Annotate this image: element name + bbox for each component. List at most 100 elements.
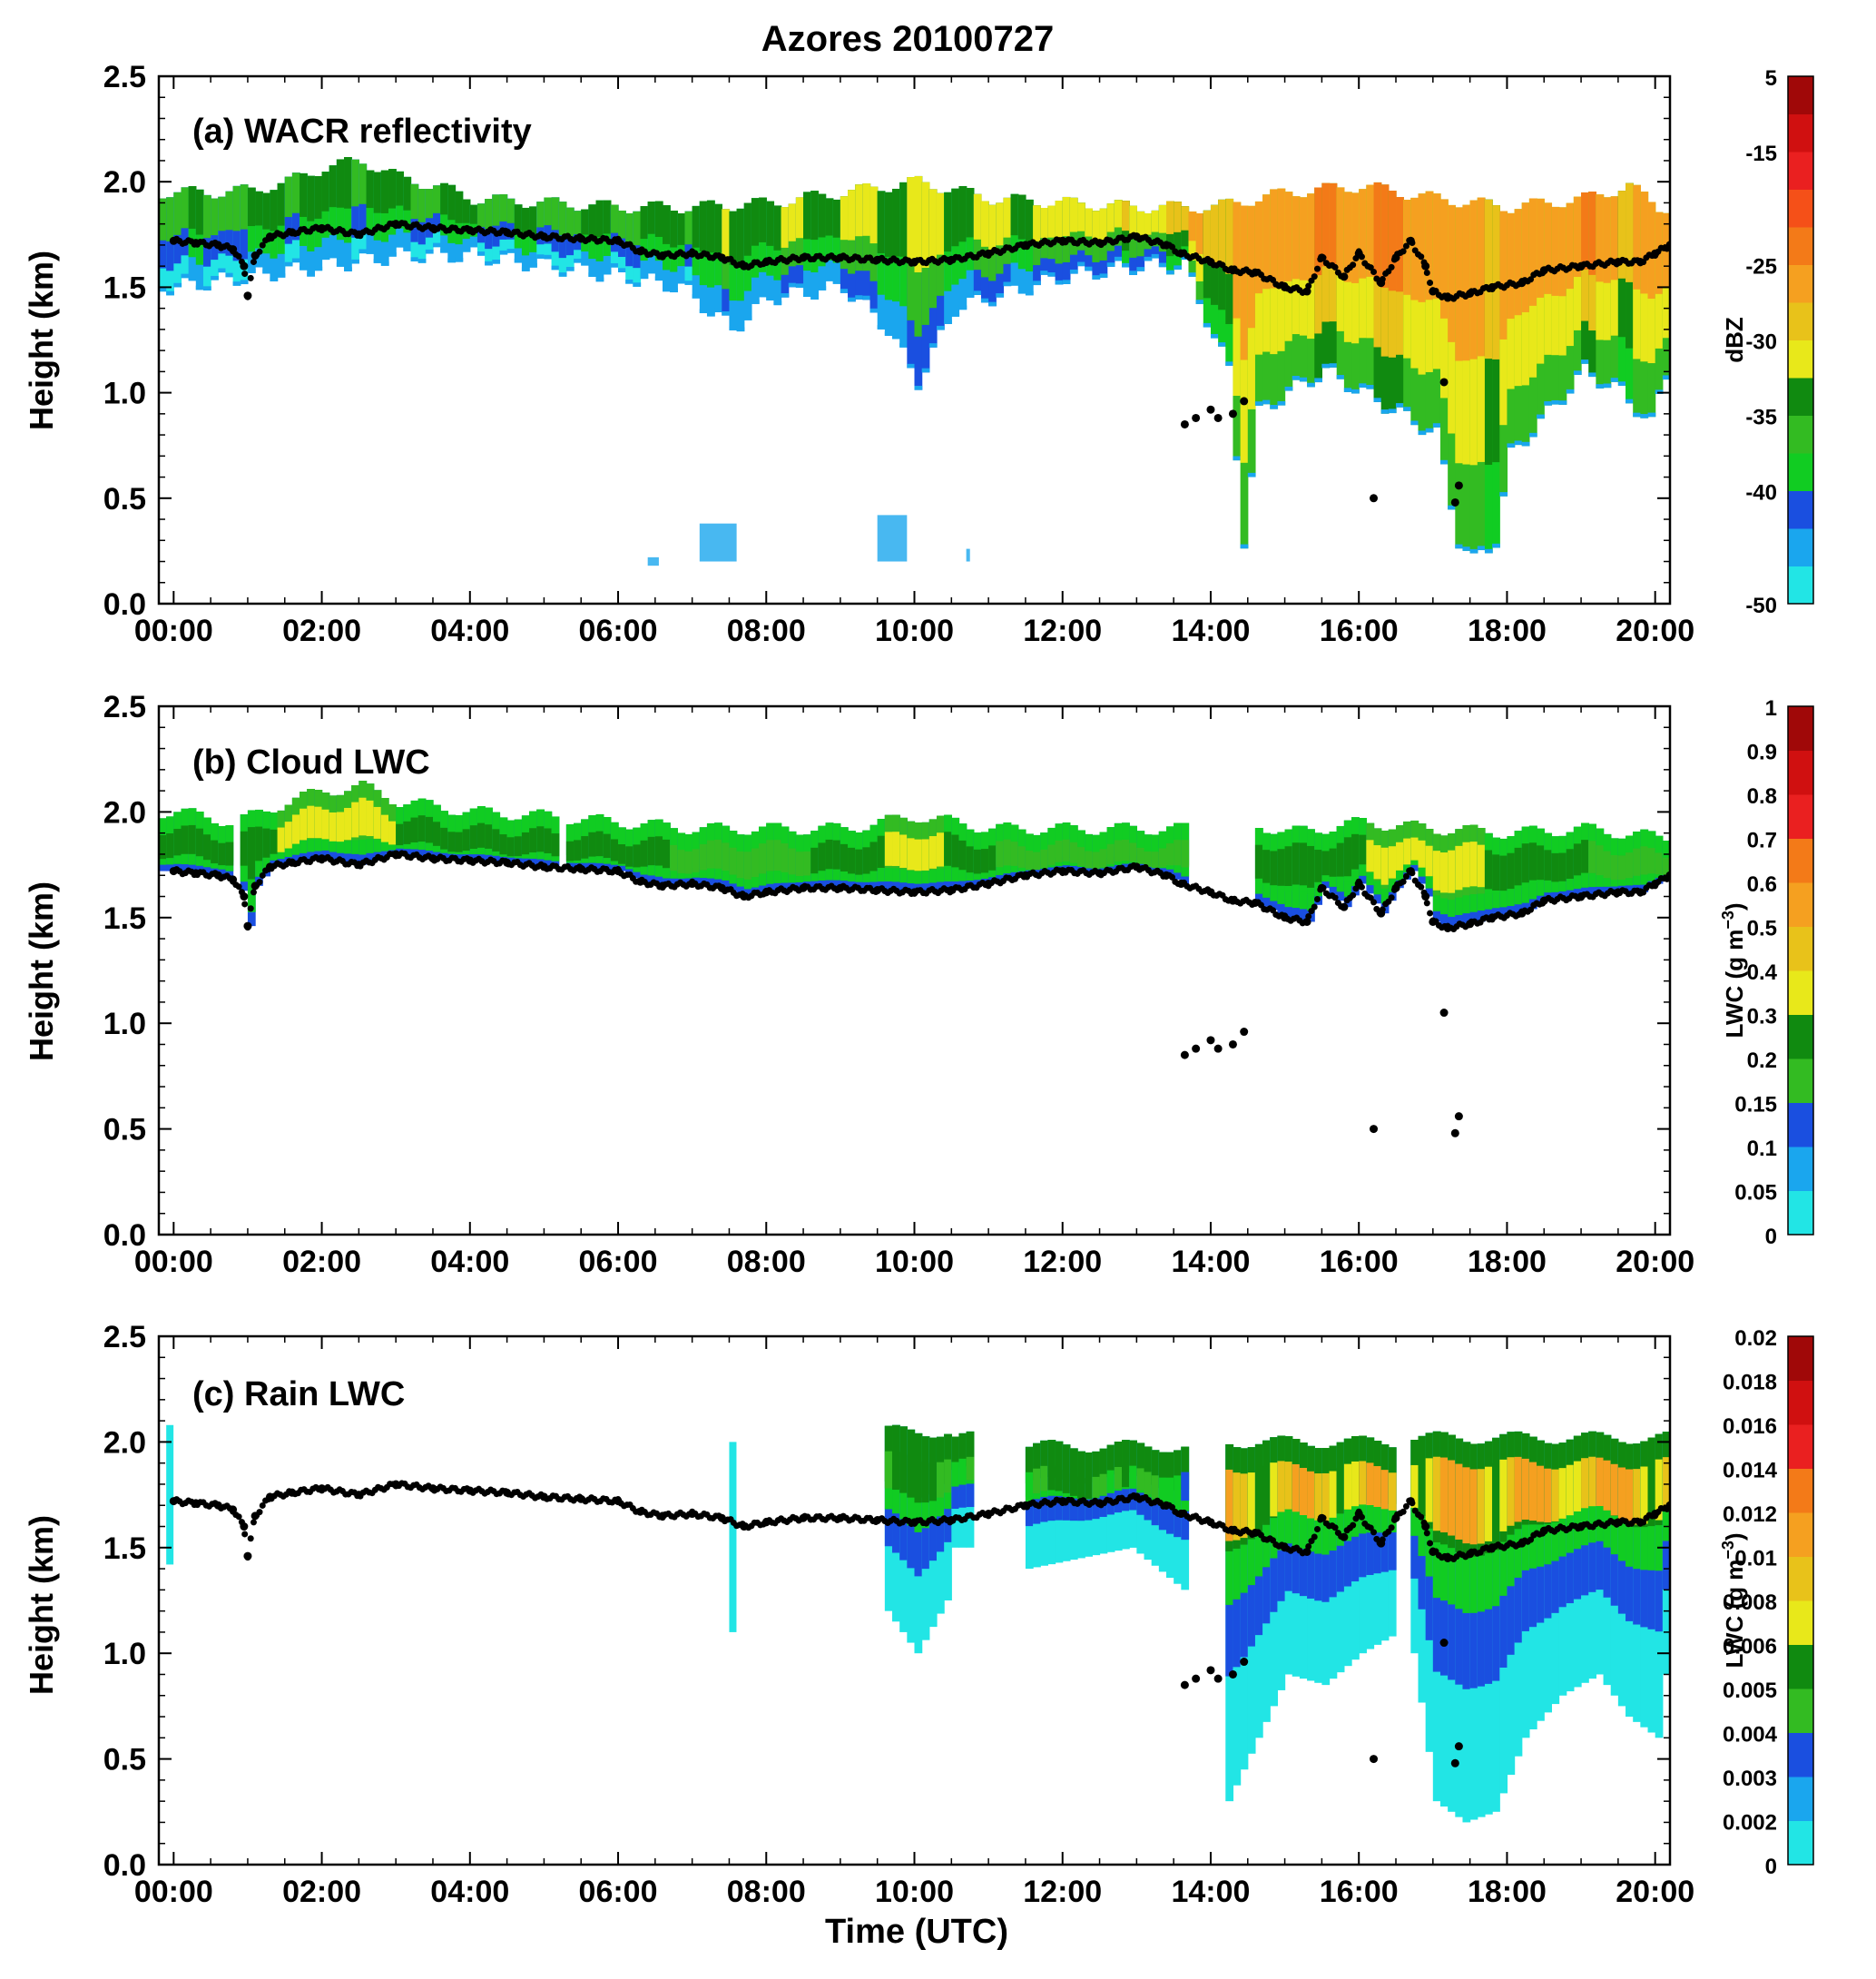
colorbar-level [1788, 1820, 1813, 1866]
reflectivity-column [736, 208, 745, 264]
reflectivity-column [759, 197, 767, 242]
cloud-base-point [1352, 255, 1360, 262]
cloud-base-point [1305, 1542, 1312, 1550]
cloud-base-point [1228, 1039, 1237, 1049]
reflectivity-column [462, 199, 471, 223]
reflectivity-edge [321, 255, 330, 261]
rain-lwc-column [1099, 1448, 1108, 1481]
colorbar-tick-label: 0.008 [1723, 1590, 1777, 1615]
reflectivity-edge [869, 308, 879, 313]
rain-lwc-column [1247, 1472, 1256, 1534]
rain-lwc-column [928, 1462, 938, 1501]
cloud-base-point [1341, 903, 1348, 911]
colorbar-tick-label: 0.01 [1734, 1547, 1777, 1571]
field-2 [166, 1424, 1670, 1823]
reflectivity-column [240, 184, 249, 230]
reflectivity-column [218, 196, 227, 231]
reflectivity-column [1596, 194, 1605, 282]
rain-lwc-column [1122, 1465, 1130, 1488]
cloud-base-point [1350, 261, 1357, 269]
cloud-lwc-column [1144, 851, 1153, 868]
cloud-lwc-column [907, 838, 916, 871]
reflectivity-edge [462, 247, 471, 252]
colorbar-tick-label: 0.6 [1747, 872, 1777, 897]
colorbar-label: dBZ [1721, 317, 1748, 363]
cloud-lwc-column [291, 814, 300, 844]
reflectivity-column [1129, 205, 1137, 237]
colorbar-label: LWC (g m−3) [1719, 902, 1748, 1038]
reflectivity-column [1477, 197, 1486, 357]
reflectivity-edge [714, 308, 722, 312]
cloud-lwc-column [1492, 854, 1500, 891]
reflectivity-edge [1129, 271, 1137, 275]
sparse-echo [966, 548, 970, 562]
panel-c-label: (c) Rain LWC [192, 1375, 405, 1413]
reflectivity-edge [1166, 270, 1174, 275]
reflectivity-column [225, 191, 234, 231]
reflectivity-edge [417, 259, 427, 263]
colorbar-tick-label: 0.005 [1723, 1679, 1777, 1703]
rain-lwc-column [1025, 1472, 1034, 1497]
reflectivity-edge [551, 265, 560, 271]
cloud-base-point [1213, 413, 1223, 422]
x-tick-label: 10:00 [875, 614, 954, 648]
cloud-lwc-column [625, 846, 634, 867]
reflectivity-column [618, 210, 626, 239]
cloud-lwc-column [425, 816, 434, 843]
cloud-lwc-column [588, 832, 597, 857]
reflectivity-column [581, 209, 589, 235]
cloud-lwc-column [440, 811, 448, 845]
cloud-base-point [1350, 891, 1357, 899]
cloud-base-point [1206, 405, 1215, 414]
reflectivity-edge [1514, 440, 1523, 446]
cloud-base-point [1180, 1050, 1189, 1059]
rain-lwc-column [1062, 1470, 1071, 1493]
reflectivity-column [1439, 199, 1449, 319]
cloud-lwc-column [1544, 850, 1553, 881]
rain-lwc-column [884, 1451, 893, 1489]
reflectivity-column [1017, 194, 1026, 240]
cloud-lwc-column [781, 843, 790, 872]
colorbar-label-close: ) [1721, 1532, 1748, 1541]
reflectivity-column [1484, 199, 1493, 359]
reflectivity-edge [544, 254, 553, 260]
cloud-lwc-column [1151, 834, 1160, 861]
reflectivity-edge [743, 316, 752, 320]
rain-lwc-column [1373, 1466, 1382, 1507]
rain-lwc-column [1122, 1440, 1130, 1473]
cloud-base-point [259, 241, 266, 249]
reflectivity-edge [396, 242, 404, 248]
colorbar-tick-label: -40 [1745, 481, 1777, 506]
colorbar-level [1788, 970, 1813, 1015]
reflectivity-column [1122, 201, 1130, 231]
cloud-base-point [1390, 1516, 1398, 1523]
cloud-base-point [1423, 1530, 1430, 1537]
reflectivity-edge [973, 290, 982, 295]
colorbar-tick-label: 0.014 [1723, 1459, 1778, 1483]
rain-lwc-column [1558, 1468, 1567, 1519]
cloud-lwc-column [218, 842, 227, 866]
reflectivity-edge [640, 274, 649, 280]
cloud-base-point [1454, 1112, 1463, 1121]
colorbar-level [1788, 1190, 1813, 1236]
cloud-lwc-column [1166, 843, 1174, 866]
cloud-lwc-column [1040, 832, 1049, 862]
reflectivity-column [255, 191, 263, 226]
colorbar-tick-label: 0.002 [1723, 1811, 1777, 1836]
colorbar-tick-label: 0.05 [1734, 1181, 1777, 1206]
rain-lwc-column [1321, 1472, 1331, 1521]
reflectivity-column [440, 182, 448, 215]
reflectivity-edge [647, 269, 656, 274]
cloud-lwc-column [1573, 843, 1582, 876]
x-tick-label: 20:00 [1616, 614, 1694, 648]
reflectivity-column [344, 157, 352, 209]
reflectivity-column [1373, 182, 1382, 281]
cloud-lwc-column [1158, 831, 1167, 862]
reflectivity-edge [218, 268, 227, 273]
colorbar-tick-label: 0.3 [1747, 1005, 1777, 1029]
rain-lwc-column [1284, 1462, 1293, 1510]
colorbar-tick-label: 5 [1765, 66, 1777, 91]
reflectivity-column [506, 198, 516, 223]
x-tick-label: 16:00 [1320, 614, 1399, 648]
rain-lwc-column [1617, 1467, 1626, 1521]
